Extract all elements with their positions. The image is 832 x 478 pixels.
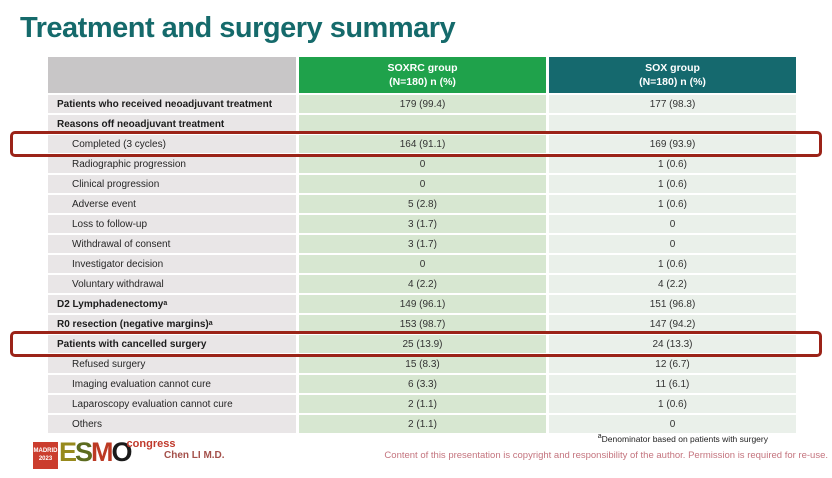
row-label: D2 Lymphadenectomy a — [48, 295, 296, 313]
sox-value-cell: 1 (0.6) — [549, 395, 796, 413]
congress-label: congress — [126, 438, 176, 450]
row-label: Laparoscopy evaluation cannot cure — [48, 395, 296, 413]
soxrc-group-sub: (N=180) n (%) — [389, 76, 456, 88]
soxrc-group-name: SOXRC group — [387, 61, 458, 74]
table-row: Others 2 (1.1) 0 — [48, 415, 796, 433]
soxrc-value-cell: 0 — [299, 175, 546, 193]
row-label: Clinical progression — [48, 175, 296, 193]
footnote-superscript: a — [597, 433, 602, 441]
table-row: Radiographic progression 0 1 (0.6) — [48, 155, 796, 173]
sox-value-cell: 4 (2.2) — [549, 275, 796, 293]
esmo-letter: O — [111, 437, 133, 467]
row-label: Others — [48, 415, 296, 433]
table-row: Refused surgery 15 (8.3) 12 (6.7) — [48, 355, 796, 373]
table-header-row: SOXRC group (N=180) n (%) SOX group (N=1… — [48, 57, 796, 93]
esmo-letter: M — [91, 437, 113, 467]
sox-value-cell: 0 — [549, 415, 796, 433]
table-row: Patients who received neoadjuvant treatm… — [48, 95, 796, 113]
sox-value-cell: 1 (0.6) — [549, 255, 796, 273]
author-name: Chen LI M.D. — [164, 450, 225, 461]
table-row: Patients with cancelled surgery 25 (13.9)… — [10, 331, 822, 357]
row-label: Radiographic progression — [48, 155, 296, 173]
summary-table: SOXRC group (N=180) n (%) SOX group (N=1… — [10, 57, 822, 433]
esmo-congress-logo: MADRID 2023 ESMO congress — [33, 437, 176, 469]
row-label: Voluntary withdrawal — [48, 275, 296, 293]
soxrc-value-cell: 149 (96.1) — [299, 295, 546, 313]
row-label: Reasons off neoadjuvant treatment — [48, 115, 296, 133]
table-row: Reasons off neoadjuvant treatment — [48, 115, 796, 133]
sox-value-cell: 0 — [549, 235, 796, 253]
logo-city: MADRID — [33, 447, 58, 454]
sox-value-cell: 169 (93.9) — [549, 135, 796, 153]
footnote-text: Denominator based on patients with surge… — [601, 434, 768, 444]
soxrc-value-cell: 153 (98.7) — [299, 315, 546, 333]
esmo-letter: E — [59, 437, 77, 467]
header-empty-cell — [48, 57, 296, 93]
soxrc-value-cell: 2 (1.1) — [299, 415, 546, 433]
sox-value-cell: 147 (94.2) — [549, 315, 796, 333]
soxrc-value-cell: 25 (13.9) — [299, 335, 546, 353]
soxrc-value-cell: 0 — [299, 155, 546, 173]
sox-value-cell: 1 (0.6) — [549, 175, 796, 193]
row-label: Patients who received neoadjuvant treatm… — [48, 95, 296, 113]
table-body: Patients who received neoadjuvant treatm… — [10, 95, 822, 433]
row-label: Investigator decision — [48, 255, 296, 273]
table-row: R0 resection (negative margins) a 153 (98.… — [48, 315, 796, 333]
madrid-2023-badge: MADRID 2023 — [33, 442, 58, 469]
table-row: Completed (3 cycles) 164 (91.1) 169 (93.9) — [10, 131, 822, 157]
soxrc-value-cell: 3 (1.7) — [299, 215, 546, 233]
logo-year: 2023 — [38, 455, 53, 462]
soxrc-value-cell: 5 (2.8) — [299, 195, 546, 213]
soxrc-value-cell: 0 — [299, 255, 546, 273]
header-sox-group: SOX group (N=180) n (%) — [549, 57, 796, 93]
soxrc-value-cell: 6 (3.3) — [299, 375, 546, 393]
sox-value-cell: 0 — [549, 215, 796, 233]
row-label: Refused surgery — [48, 355, 296, 373]
table-row: Laparoscopy evaluation cannot cure 2 (1.1… — [48, 395, 796, 413]
table-row: D2 Lymphadenectomy a 149 (96.1) 151 (96.8) — [48, 295, 796, 313]
esmo-letter: S — [75, 437, 93, 467]
sox-group-name: SOX group — [645, 61, 700, 74]
soxrc-value-cell — [299, 115, 546, 133]
soxrc-value-cell: 179 (99.4) — [299, 95, 546, 113]
row-label: Loss to follow-up — [48, 215, 296, 233]
row-label: Adverse event — [48, 195, 296, 213]
esmo-wordmark: ESMO — [59, 437, 133, 467]
sox-value-cell: 11 (6.1) — [549, 375, 796, 393]
row-label: R0 resection (negative margins) a — [48, 315, 296, 333]
sox-value-cell: 151 (96.8) — [549, 295, 796, 313]
sox-value-cell: 177 (98.3) — [549, 95, 796, 113]
copyright-notice: Content of this presentation is copyrigh… — [384, 450, 828, 461]
table-footnote: aDenominator based on patients with surg… — [597, 433, 768, 444]
soxrc-value-cell: 2 (1.1) — [299, 395, 546, 413]
soxrc-value-cell: 15 (8.3) — [299, 355, 546, 373]
sox-value-cell: 12 (6.7) — [549, 355, 796, 373]
row-label: Completed (3 cycles) — [48, 135, 296, 153]
table-row: Imaging evaluation cannot cure 6 (3.3) 11 … — [48, 375, 796, 393]
table-row: Withdrawal of consent 3 (1.7) 0 — [48, 235, 796, 253]
page-title: Treatment and surgery summary — [20, 12, 456, 44]
sox-value-cell: 24 (13.3) — [549, 335, 796, 353]
table-row: Investigator decision 0 1 (0.6) — [48, 255, 796, 273]
header-soxrc-group: SOXRC group (N=180) n (%) — [299, 57, 546, 93]
table-row: Adverse event 5 (2.8) 1 (0.6) — [48, 195, 796, 213]
table-row: Clinical progression 0 1 (0.6) — [48, 175, 796, 193]
table-row: Voluntary withdrawal 4 (2.2) 4 (2.2) — [48, 275, 796, 293]
sox-value-cell — [549, 115, 796, 133]
sox-value-cell: 1 (0.6) — [549, 195, 796, 213]
row-label: Withdrawal of consent — [48, 235, 296, 253]
soxrc-value-cell: 164 (91.1) — [299, 135, 546, 153]
row-label: Imaging evaluation cannot cure — [48, 375, 296, 393]
sox-value-cell: 1 (0.6) — [549, 155, 796, 173]
row-label: Patients with cancelled surgery — [48, 335, 296, 353]
sox-group-sub: (N=180) n (%) — [639, 76, 706, 88]
table-row: Loss to follow-up 3 (1.7) 0 — [48, 215, 796, 233]
soxrc-value-cell: 3 (1.7) — [299, 235, 546, 253]
soxrc-value-cell: 4 (2.2) — [299, 275, 546, 293]
